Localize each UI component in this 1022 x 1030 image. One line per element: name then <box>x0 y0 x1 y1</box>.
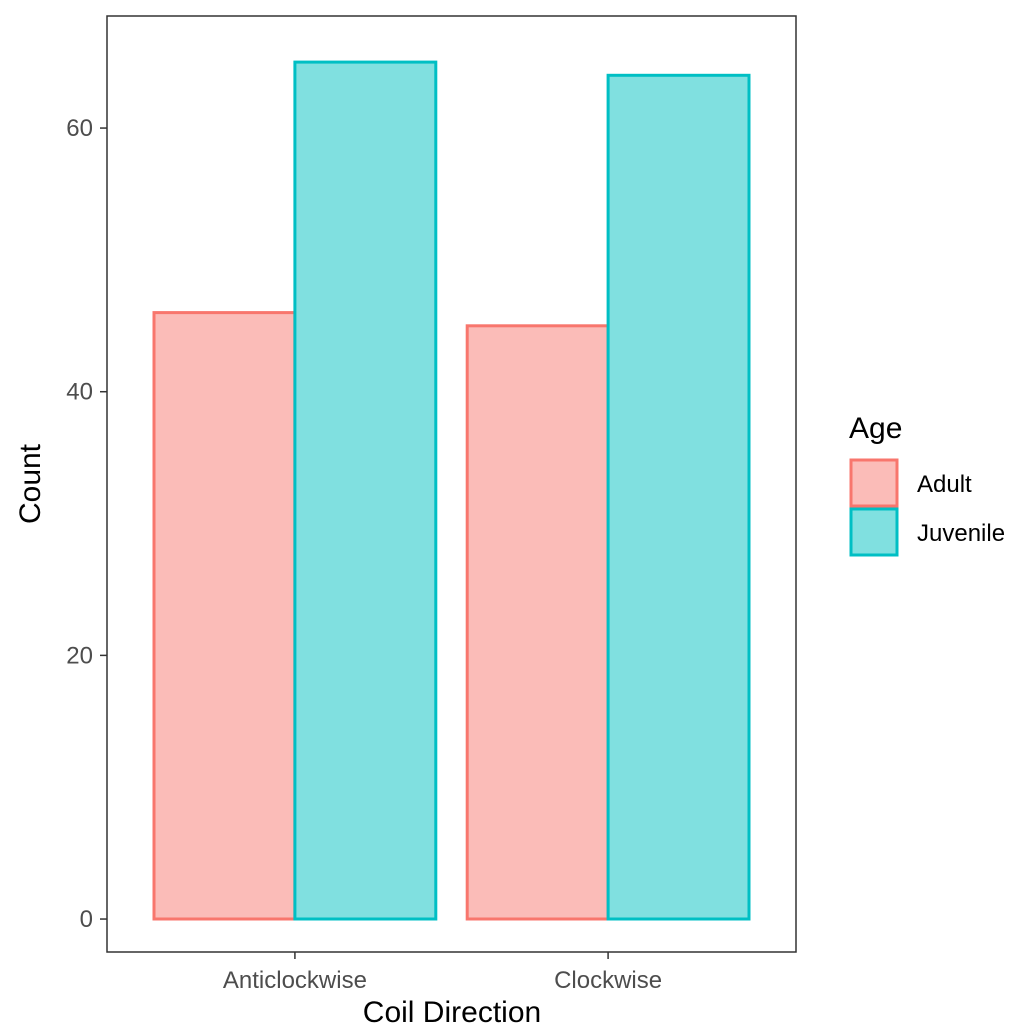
legend: Age Adult Juvenile <box>849 412 1005 557</box>
bar-clockwise-adult <box>465 324 610 921</box>
legend-title: Age <box>849 412 902 445</box>
bars-layer <box>152 60 751 921</box>
x-tick-label: Clockwise <box>554 967 662 994</box>
legend-swatch-adult <box>849 458 899 508</box>
bar-anticlockwise-juvenile <box>293 60 438 921</box>
y-tick-label: 60 <box>66 115 93 142</box>
legend-label-juvenile: Juvenile <box>917 520 1005 547</box>
bar-clockwise-juvenile <box>606 73 751 921</box>
y-tick-label: 40 <box>66 379 93 406</box>
x-axis-title: Coil Direction <box>363 996 541 1029</box>
legend-swatch-juvenile <box>849 507 899 557</box>
y-tick-label: 0 <box>80 906 93 933</box>
x-tick-label: Anticlockwise <box>223 967 367 994</box>
bar-anticlockwise-adult <box>152 311 297 921</box>
y-tick-label: 20 <box>66 642 93 669</box>
legend-items: Adult Juvenile <box>849 458 1005 557</box>
y-axis: 0 20 40 60 <box>66 115 107 933</box>
y-axis-title: Count <box>14 443 47 524</box>
x-axis: Anticlockwise Clockwise <box>223 952 662 994</box>
legend-label-adult: Adult <box>917 471 972 498</box>
